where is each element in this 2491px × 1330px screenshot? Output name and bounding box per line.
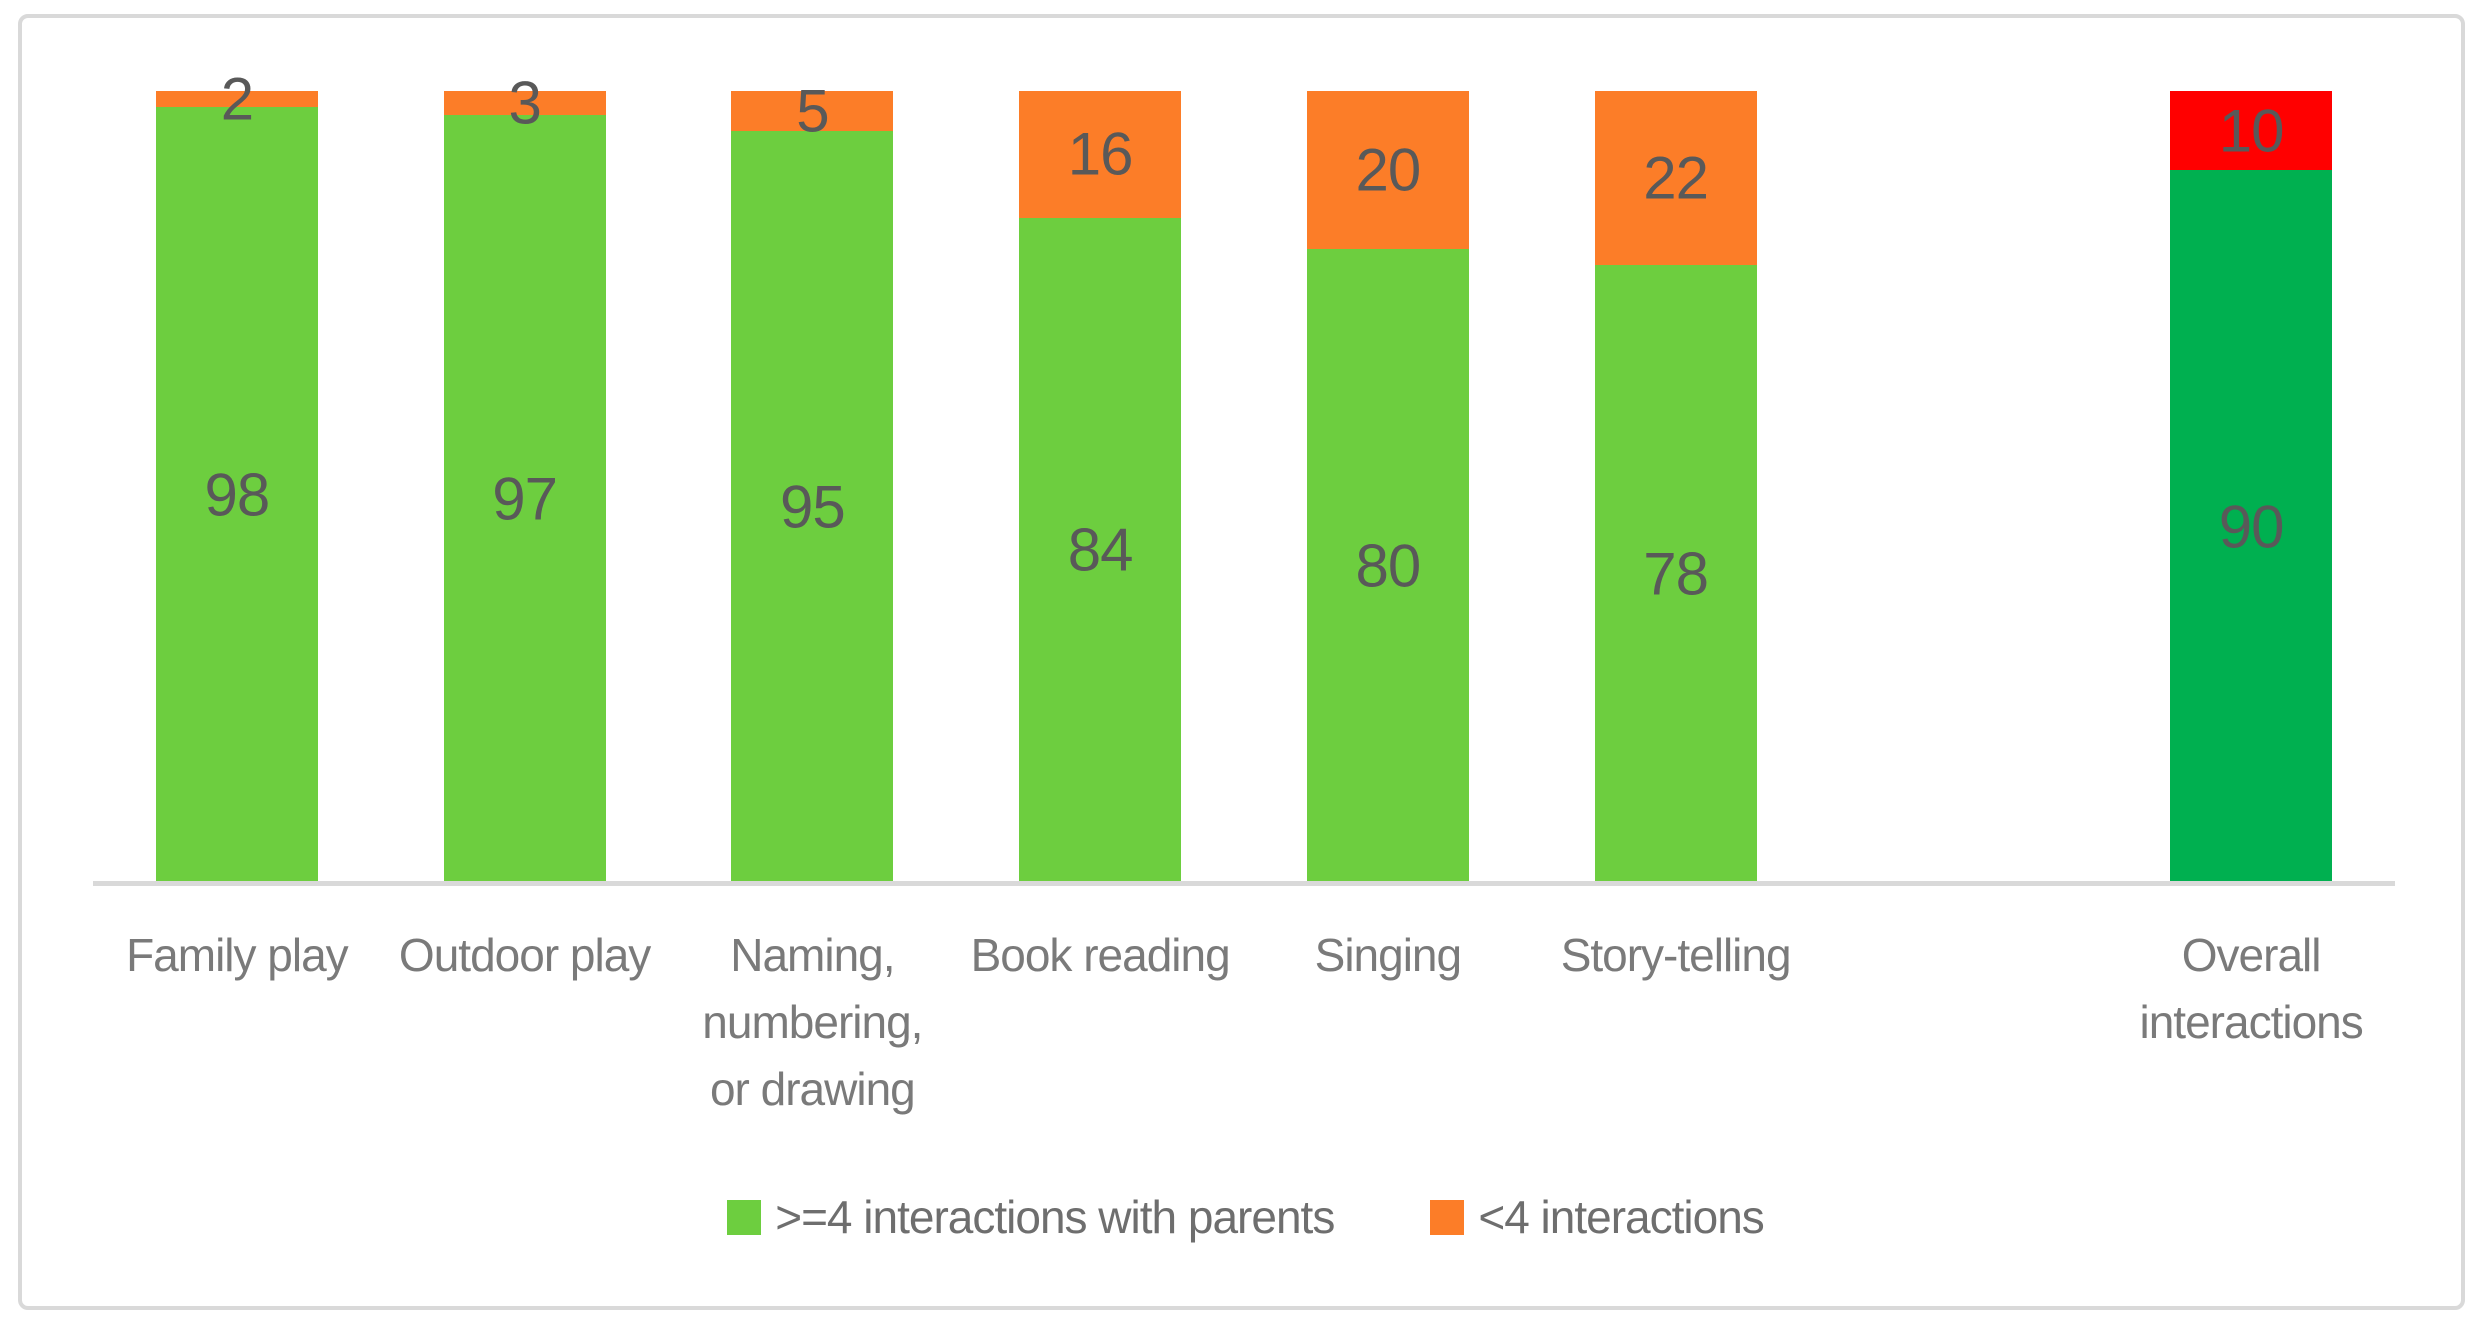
x-axis-label-line: Story-telling [1560, 929, 1792, 981]
bar-segment [2170, 91, 2333, 171]
x-axis-label-line: Overall [2181, 929, 2322, 981]
legend-swatch-icon [727, 1199, 762, 1235]
x-axis-label-line: Family play [126, 929, 349, 981]
bar-segment [2170, 170, 2333, 883]
bar-segment [1019, 217, 1182, 883]
bar-value-label: 20 [1355, 136, 1422, 204]
bar-value-label: 3 [508, 69, 541, 137]
bar-value-label: 84 [1067, 516, 1134, 584]
bar-value-label: 95 [780, 473, 846, 541]
x-axis-label: Overall interactions [2139, 922, 2364, 1056]
bar-segment [1306, 249, 1469, 883]
bar-value-label: 98 [204, 461, 271, 529]
x-axis-label-line: numbering, [702, 996, 923, 1048]
bar-value-label: 97 [492, 465, 558, 533]
legend-item: >=4 interactions with parents [727, 1190, 1335, 1244]
x-axis-label-line: Book reading [970, 929, 1231, 981]
x-axis-label: Story-telling [1560, 922, 1792, 989]
legend: >=4 interactions with parents <4 interact… [0, 1190, 2491, 1244]
bar-segment [443, 91, 606, 115]
x-axis-line [93, 881, 2395, 886]
x-axis-label-line: interactions [2139, 996, 2364, 1048]
bar-segment [1019, 91, 1182, 218]
bar-segment [731, 91, 894, 131]
legend-label: >=4 interactions with parents [775, 1191, 1335, 1243]
bar-segment [1306, 91, 1469, 250]
bar-segment [1594, 265, 1757, 883]
bar-value-label: 5 [796, 77, 829, 145]
bar-value-label: 78 [1643, 540, 1709, 608]
bar-segment [155, 91, 318, 107]
bar-value-label: 16 [1067, 120, 1134, 188]
legend-item: <4 interactions [1430, 1190, 1765, 1244]
x-axis-label-line: Naming, [730, 929, 895, 981]
x-axis-label-line: Singing [1314, 929, 1462, 981]
bar-segment [443, 114, 606, 883]
legend-label: <4 interactions [1478, 1191, 1764, 1243]
x-axis-label: Naming, numbering, or drawing [702, 922, 923, 1123]
x-axis-label: Singing [1314, 922, 1462, 989]
x-axis-label-line: or drawing [709, 1063, 916, 1115]
legend-swatch-icon [1430, 1199, 1465, 1235]
bar-segment [1594, 91, 1757, 266]
bar-segment [731, 130, 894, 883]
bar-segment [155, 106, 318, 883]
x-axis-label-line: Outdoor play [398, 929, 651, 981]
bar-value-label: 80 [1355, 532, 1422, 600]
bar-value-label: 2 [220, 65, 254, 133]
x-axis-label: Book reading [970, 922, 1231, 989]
bar-value-label: 22 [1643, 144, 1709, 212]
bar-value-label: 10 [2218, 97, 2285, 165]
chart-frame [18, 14, 2465, 1310]
x-axis-label: Family play [126, 922, 349, 989]
bar-value-label: 90 [2218, 493, 2285, 561]
x-axis-label: Outdoor play [398, 922, 651, 989]
